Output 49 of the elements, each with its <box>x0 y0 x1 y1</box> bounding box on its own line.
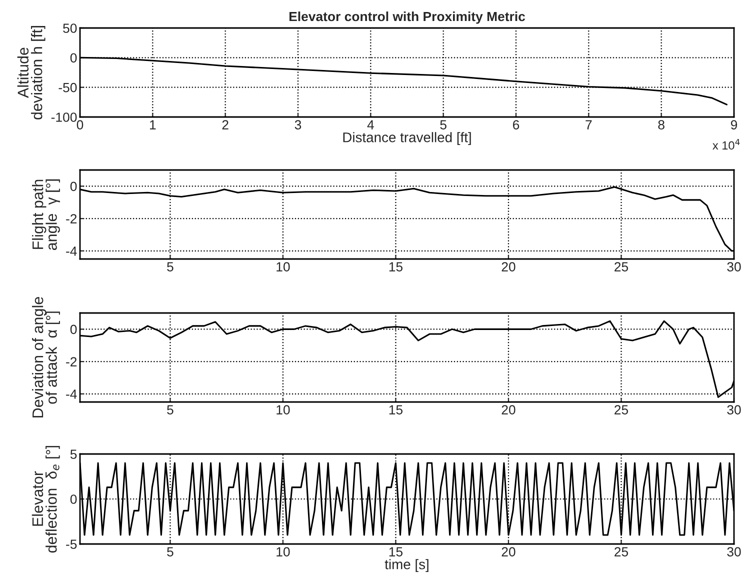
text: x 10$^{4}$ <box>712 138 740 150</box>
x-tick-label: 0 <box>76 120 84 130</box>
y-tick-label: -50 <box>58 82 77 92</box>
x-tick-label: 25 <box>614 405 628 414</box>
x-tick-label: 25 <box>614 547 628 556</box>
x-tick-label: 5 <box>440 120 446 130</box>
x-tick-label: 5 <box>167 547 174 556</box>
y-tick-label: -4 <box>66 246 77 256</box>
x-tick-label: 2 <box>222 120 228 130</box>
x-tick-label: 30 <box>727 405 741 414</box>
x-tick-label: 20 <box>502 262 516 272</box>
y-tick-label: 0 <box>70 494 77 504</box>
x-tick-label: 20 <box>502 547 516 556</box>
y-axis-title: Altitude deviation h [ft] <box>17 26 46 120</box>
x-axis-title: time [s] <box>384 559 428 572</box>
x-tick-label: 10 <box>276 405 290 414</box>
x-tick-label: 7 <box>586 120 592 130</box>
y-tick-label: 0 <box>70 53 77 63</box>
y-tick-label: -4 <box>66 390 77 399</box>
x-tick-label: 30 <box>727 262 741 272</box>
y-tick-label: 0 <box>70 182 77 192</box>
y-tick-label: 0 <box>70 324 77 334</box>
y-tick-label: -5 <box>66 540 77 549</box>
x-tick-label: 30 <box>727 547 741 556</box>
x-tick-label: 20 <box>502 405 516 414</box>
x-tick-label: 1 <box>150 120 156 130</box>
y-tick-label: -2 <box>66 357 77 366</box>
x-tick-label: 15 <box>389 262 403 272</box>
y-axis-title: Deviation of angle of attack α [°] <box>32 297 60 418</box>
x-tick-label: 9 <box>730 120 738 130</box>
x-tick-label: 4 <box>367 120 374 130</box>
x-tick-label: 10 <box>276 262 290 272</box>
y-tick-label: 5 <box>70 450 77 459</box>
x-tick-label: 3 <box>294 120 302 130</box>
chart-title: Elevator control with Proximity Metric <box>289 11 526 24</box>
x-tick-label: 5 <box>167 405 174 414</box>
x-tick-label: 6 <box>513 120 520 130</box>
y-tick-label: -2 <box>66 214 77 224</box>
x-axis-title: Distance travelled [ft] <box>343 132 471 146</box>
x-tick-label: 15 <box>389 547 403 556</box>
y-tick-label: -100 <box>51 112 77 122</box>
x-tick-label: 25 <box>614 262 628 272</box>
x-tick-label: 15 <box>389 405 403 414</box>
x-tick-label: 8 <box>658 120 664 130</box>
y-axis-title: Flight path angle γ [°] <box>32 179 60 250</box>
y-axis-title: Elevator deflection δ$_{e}$ [°] <box>32 446 60 553</box>
x-tick-label: 10 <box>276 547 290 556</box>
x-tick-label: 5 <box>167 262 174 272</box>
y-tick-label: 50 <box>63 24 77 33</box>
